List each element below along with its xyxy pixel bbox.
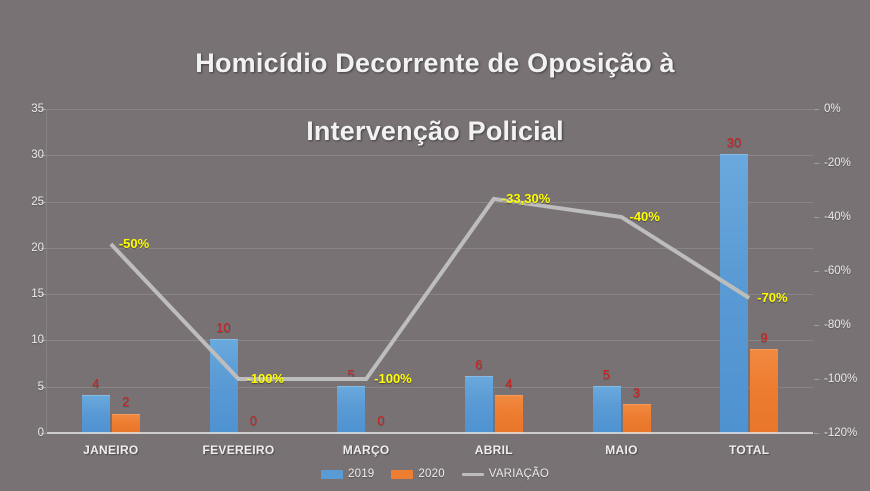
bar-value-label: 6 [475,357,483,373]
y-axis-right-tick-label: -60% [824,265,851,277]
y-axis-left-tick-mark [41,109,46,110]
variacao-value-label: -50% [118,236,150,251]
y-axis-right-tick-label: -100% [824,373,858,385]
variacao-value-label: -40% [629,209,660,224]
x-axis-category-label: TOTAL [728,443,770,457]
x-axis-category-label: JANEIRO [83,443,139,457]
x-axis-category-label: MARÇO [342,443,390,457]
plot-area [46,109,813,434]
bar-2019[interactable] [464,376,493,433]
y-axis-right-tick-mark [814,271,819,272]
bar-2019[interactable] [337,385,366,433]
bar-2020[interactable] [494,394,523,433]
legend-swatch-2019-icon [321,469,344,479]
bar-2020[interactable] [111,413,140,433]
y-axis-left-tick-label: 30 [31,149,44,162]
bar-value-label: 4 [92,375,100,391]
y-axis-right-tick-label: -80% [824,319,851,331]
y-axis-left-tick-label: 5 [37,380,44,393]
legend-swatch-2020-icon [391,469,414,479]
bar-2019[interactable] [209,339,238,433]
chart-title: Homicídio Decorrente de Oposição à Inter… [0,12,870,148]
bar-2019[interactable] [592,385,621,433]
y-axis-left-tick-mark [41,433,46,434]
bar-value-label: 5 [347,366,355,382]
y-axis-left-tick-label: 0 [37,427,44,439]
variacao-value-label: -100% [374,371,412,386]
gridline [47,340,813,342]
y-axis-left-tick-label: 20 [31,241,44,254]
y-axis-left-tick-mark [41,201,46,203]
gridline [47,109,813,110]
legend-item-2019[interactable]: 2019 [321,468,374,480]
legend-label-2020: 2020 [418,468,445,480]
legend-label-2019: 2019 [348,468,375,480]
y-axis-right-tick-mark [814,433,819,434]
y-axis-left-tick-mark [41,247,46,249]
chart-title-line-2: Intervenção Policial [306,116,564,146]
y-axis-left-line [46,109,47,433]
y-axis-right-tick-mark [814,325,819,326]
gridline [47,201,813,203]
gridline [47,386,813,388]
y-axis-right-tick-mark [814,163,819,164]
bar-value-label: 30 [726,135,742,151]
bar-value-label: 0 [249,413,258,428]
legend-label-variacao: VARIAÇÃO [488,468,549,480]
y-axis-right-tick-label: -20% [824,157,851,169]
bar-2020[interactable] [622,404,651,433]
x-axis-category-label: FEVEREIRO [202,443,275,457]
gridline [47,294,813,296]
variacao-value-label: -100% [246,371,285,386]
bar-2020[interactable] [750,348,779,433]
y-axis-left-tick-label: 10 [31,334,44,347]
legend-item-2020[interactable]: 2020 [391,468,445,480]
chart-legend: 2019 2020 VARIAÇÃO [0,468,870,480]
bar-value-label: 3 [632,385,641,401]
y-axis-left-tick-mark [41,340,46,342]
variacao-value-label: -33,30% [501,190,551,206]
bar-2019[interactable] [720,154,749,433]
bar-value-label: 4 [505,375,513,391]
y-axis-left-tick-mark [41,386,46,388]
x-axis-line [47,432,813,434]
y-axis-right-tick-mark [814,379,819,380]
gridline [47,155,813,157]
y-axis-right-tick-label: 0% [824,103,841,115]
legend-swatch-variacao-icon [461,472,484,476]
y-axis-right-tick-label: -40% [824,211,851,223]
bar-2019[interactable] [81,394,110,433]
y-axis-right-tick-mark [814,109,819,110]
y-axis-left-tick-mark [41,155,46,157]
x-axis-category-label: MAIO [605,443,638,457]
bar-value-label: 5 [602,366,611,382]
bar-value-label: 0 [377,413,385,428]
chart-title-line-1: Homicídio Decorrente de Oposição à [195,48,675,78]
legend-item-variacao[interactable]: VARIAÇÃO [461,468,549,480]
y-axis-right-tick-label: -120% [824,427,858,439]
bar-value-label: 10 [216,320,231,336]
y-axis-left-tick-label: 35 [31,103,44,115]
variacao-value-label: -70% [757,290,788,305]
y-axis-left-tick-label: 15 [31,288,44,301]
bar-value-label: 9 [760,329,768,345]
gridline [47,247,813,249]
y-axis-left-tick-mark [41,294,46,296]
x-axis-category-label: ABRIL [474,443,513,457]
y-axis-right-tick-mark [814,217,819,218]
bar-value-label: 2 [122,394,130,410]
y-axis-left-tick-label: 25 [31,195,44,208]
